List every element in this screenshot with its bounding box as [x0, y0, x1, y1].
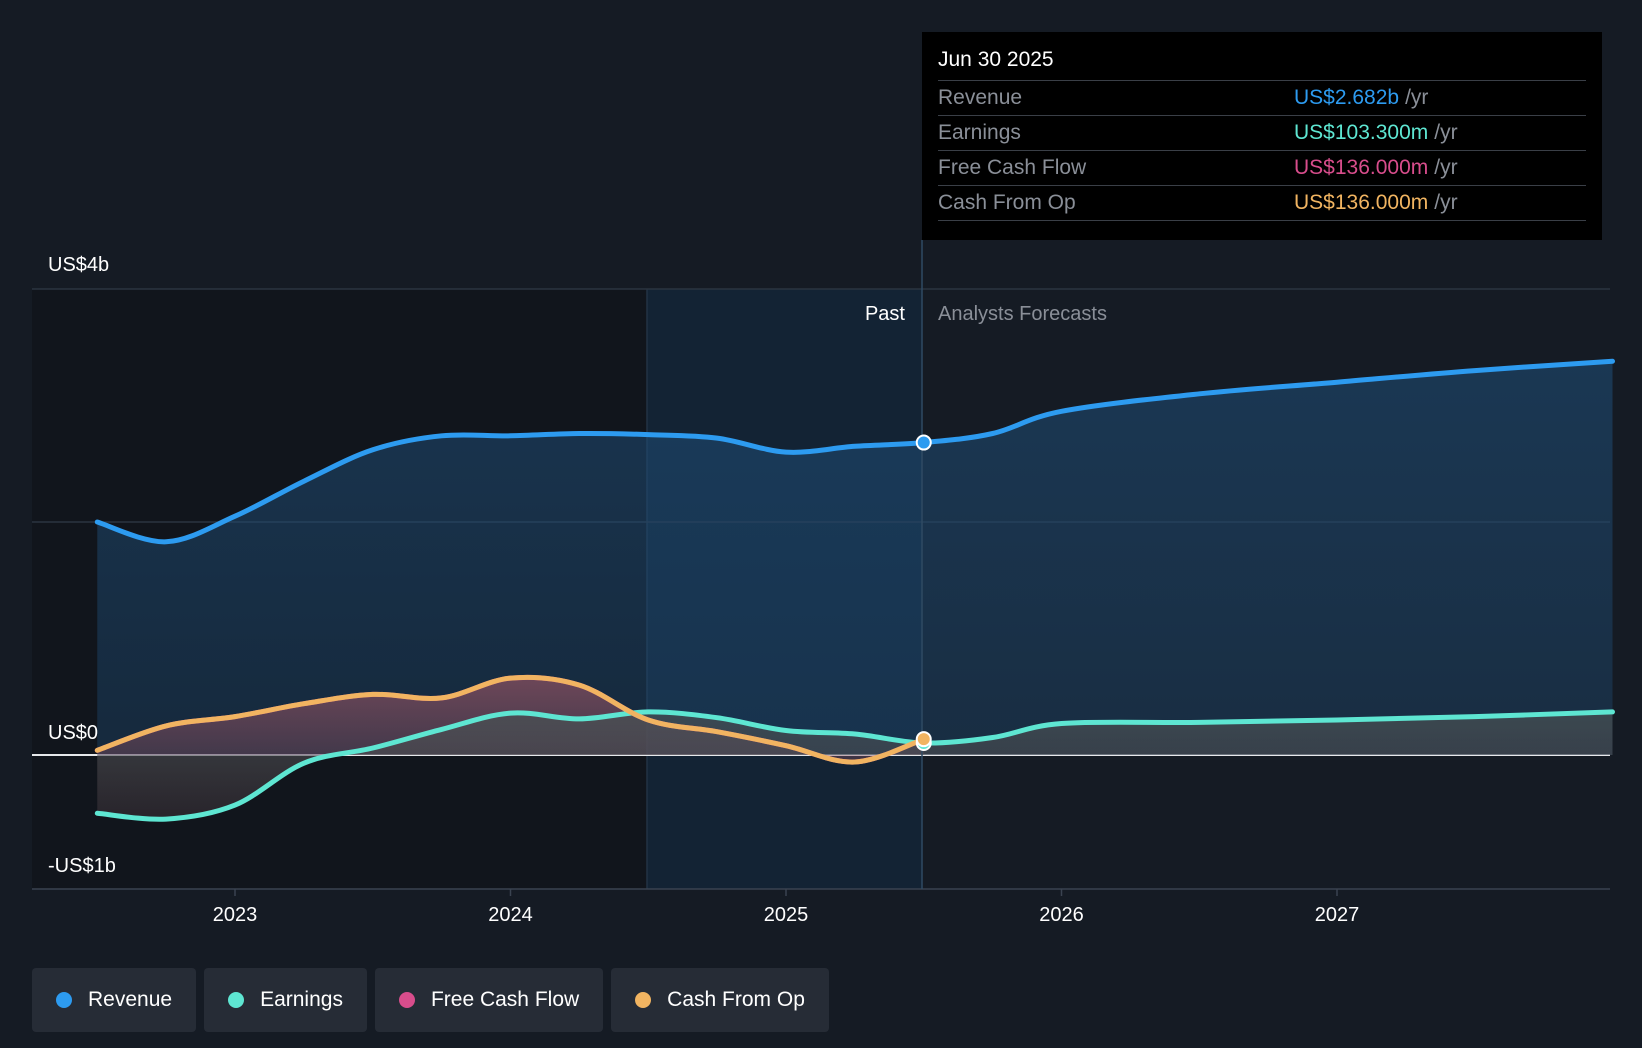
legend: Revenue Earnings Free Cash Flow Cash Fro… — [32, 968, 829, 1032]
legend-label: Cash From Op — [667, 988, 805, 1011]
legend-item-cash-from-op[interactable]: Cash From Op — [611, 968, 829, 1032]
legend-item-revenue[interactable]: Revenue — [32, 968, 197, 1032]
x-tick-label: 2026 — [1039, 904, 1084, 926]
tooltip-value: US$103.300m — [1294, 121, 1429, 144]
x-tick-label: 2025 — [764, 904, 809, 926]
tooltip-row-earnings: Earnings US$103.300m /yr — [938, 115, 1586, 150]
legend-dot-icon — [635, 992, 652, 1008]
x-tick-label: 2024 — [488, 904, 533, 926]
cash-from-op-marker — [915, 731, 932, 748]
revenue-area — [97, 361, 1613, 755]
tooltip-unit: /yr — [1434, 156, 1458, 179]
tooltip: Jun 30 2025 Revenue US$2.682b /yr Earnin… — [922, 32, 1602, 240]
tooltip-row-cfo: Cash From Op US$136.000m /yr — [938, 185, 1586, 221]
tooltip-unit: /yr — [1405, 86, 1429, 109]
legend-label: Free Cash Flow — [430, 988, 580, 1011]
series-markers — [915, 434, 932, 751]
legend-label: Earnings — [260, 988, 343, 1011]
x-axis: 2023 2024 2025 2026 2027 — [213, 889, 1360, 926]
series-lines — [94, 358, 1615, 822]
tooltip-row-fcf: Free Cash Flow US$136.000m /yr — [938, 150, 1586, 185]
revenue-marker — [915, 434, 932, 451]
tooltip-date: Jun 30 2025 — [938, 48, 1054, 71]
legend-label: Revenue — [88, 988, 173, 1011]
cash-from-op-line — [94, 674, 927, 765]
earnings-area — [97, 711, 1613, 820]
tooltip-unit: /yr — [1434, 191, 1458, 214]
y-label-top: US$4b — [48, 254, 109, 276]
legend-dot-icon — [56, 992, 72, 1008]
tooltip-label: Earnings — [938, 121, 1021, 144]
tooltip-label: Revenue — [938, 86, 1023, 109]
legend-dot-icon — [228, 992, 245, 1008]
tooltip-label: Cash From Op — [938, 191, 1076, 214]
x-tick-label: 2027 — [1315, 904, 1360, 926]
tooltip-value: US$2.682b — [1294, 86, 1400, 109]
past-label: Past — [865, 303, 905, 325]
series-areas — [97, 361, 1613, 820]
tooltip-value: US$136.000m — [1294, 156, 1429, 179]
tooltip-row-revenue: Revenue US$2.682b /yr — [938, 80, 1586, 115]
earnings-line — [94, 709, 1615, 822]
legend-dot-icon — [398, 992, 415, 1008]
revenue-line — [94, 358, 1615, 545]
tooltip-unit: /yr — [1434, 121, 1458, 144]
x-tick-label: 2023 — [213, 904, 258, 926]
tooltip-label: Free Cash Flow — [938, 156, 1087, 179]
tooltip-value: US$136.000m — [1294, 191, 1429, 214]
y-label-bottom: -US$1b — [48, 855, 116, 877]
legend-item-free-cash-flow[interactable]: Free Cash Flow — [374, 968, 604, 1032]
legend-item-earnings[interactable]: Earnings — [204, 968, 367, 1032]
y-label-zero: US$0 — [48, 722, 98, 744]
forecast-label: Analysts Forecasts — [938, 303, 1107, 325]
